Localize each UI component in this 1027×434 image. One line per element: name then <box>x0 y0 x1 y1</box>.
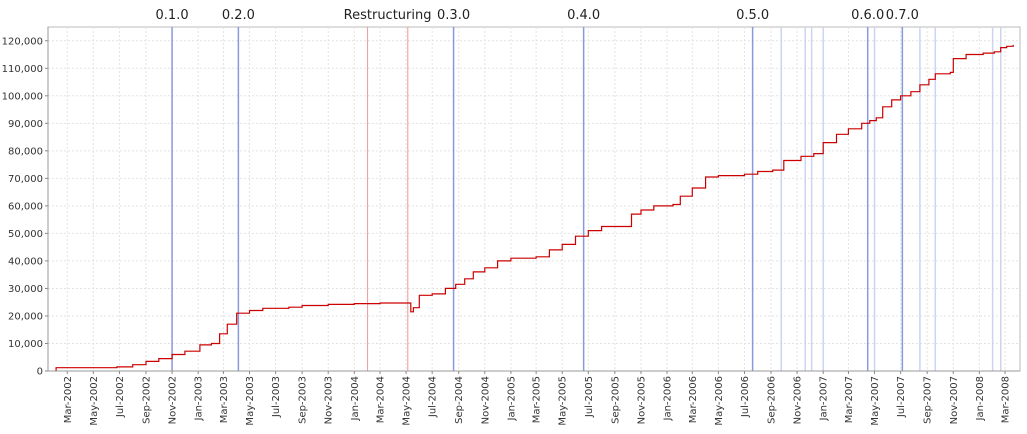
release-label: 0.3.0 <box>437 8 470 23</box>
plot-area <box>47 26 1021 372</box>
x-tick-label: Nov-2006 <box>793 376 804 424</box>
release-label: 0.7.0 <box>886 8 919 23</box>
x-tick-label: Mar-2004 <box>375 376 386 423</box>
x-tick-label: Mar-2003 <box>219 376 230 423</box>
release-label: 0.2.0 <box>222 8 255 23</box>
x-tick-label: Mar-2006 <box>688 376 699 423</box>
y-tick-label: 40,000 <box>8 256 43 267</box>
x-tick-label: Jan-2003 <box>194 376 205 421</box>
x-tick-label: Jul-2002 <box>115 376 126 418</box>
x-tick-label: Sep-2003 <box>298 376 309 424</box>
y-tick-label: 110,000 <box>2 64 43 75</box>
x-tick-label: May-2004 <box>402 376 413 426</box>
x-tick-label: Jan-2006 <box>663 376 674 421</box>
x-tick-label: Nov-2007 <box>949 376 960 424</box>
x-tick-label: Jul-2005 <box>584 376 595 418</box>
release-label: 0.5.0 <box>736 8 769 23</box>
x-tick-label: May-2003 <box>245 376 256 426</box>
x-tick-label: May-2002 <box>89 376 100 426</box>
x-tick-label: Jul-2004 <box>428 376 439 418</box>
x-tick-label: Sep-2002 <box>141 376 152 424</box>
x-tick-label: Nov-2005 <box>636 376 647 424</box>
y-tick-label: 0 <box>37 367 43 378</box>
x-tick-label: Mar-2005 <box>532 376 543 423</box>
x-tick-label: May-2005 <box>558 376 569 426</box>
x-tick-label: Sep-2006 <box>767 376 778 424</box>
series-line <box>55 44 1014 372</box>
y-tick-label: 50,000 <box>8 229 43 240</box>
y-tick-label: 80,000 <box>8 146 43 157</box>
x-tick-label: Jan-2007 <box>819 376 830 421</box>
x-tick-label: Nov-2003 <box>324 376 335 424</box>
x-tick-label: Mar-2008 <box>1001 376 1012 423</box>
x-tick-label: Mar-2002 <box>63 376 74 423</box>
event-marker-label: Restructuring <box>344 8 432 23</box>
x-tick-label: Jul-2003 <box>271 376 282 418</box>
x-tick-label: Jul-2006 <box>740 376 751 418</box>
y-tick-label: 20,000 <box>8 311 43 322</box>
x-tick-label: Sep-2004 <box>454 376 465 424</box>
release-label: 0.6.0 <box>851 8 884 23</box>
x-tick-label: Nov-2004 <box>480 376 491 424</box>
y-tick-label: 90,000 <box>8 119 43 130</box>
y-tick-label: 70,000 <box>8 174 43 185</box>
y-tick-label: 100,000 <box>2 91 43 102</box>
x-tick-label: Sep-2007 <box>923 376 934 424</box>
x-tick-label: Nov-2002 <box>168 376 179 424</box>
x-tick-label: Jul-2007 <box>896 376 907 418</box>
x-tick-label: Jan-2008 <box>975 376 986 421</box>
release-label: 0.4.0 <box>567 8 600 23</box>
release-label: 0.1.0 <box>156 8 189 23</box>
y-tick-label: 10,000 <box>8 339 43 350</box>
x-tick-label: Mar-2007 <box>844 376 855 423</box>
x-tick-label: Jan-2005 <box>506 376 517 421</box>
x-tick-label: May-2006 <box>714 376 725 426</box>
y-tick-label: 60,000 <box>8 201 43 212</box>
x-tick-label: May-2007 <box>870 376 881 426</box>
x-tick-label: Sep-2005 <box>610 376 621 424</box>
y-tick-label: 120,000 <box>2 36 43 47</box>
x-tick-label: Jan-2004 <box>350 376 361 421</box>
y-tick-label: 30,000 <box>8 284 43 295</box>
